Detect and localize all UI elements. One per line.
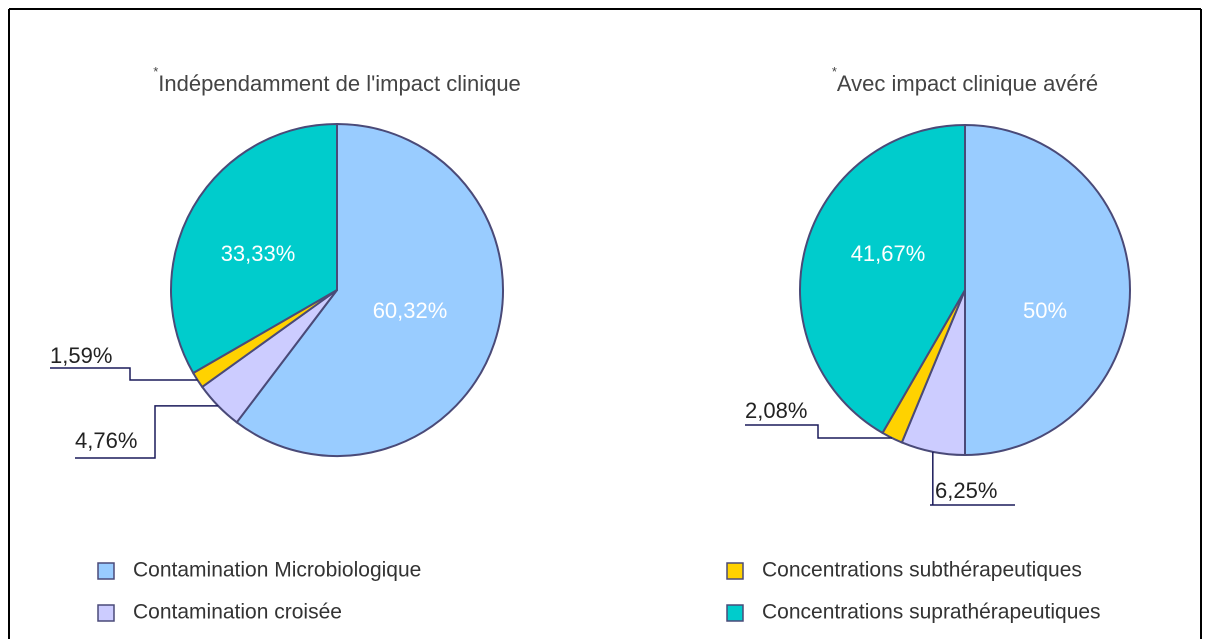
slice-label: 6,25% xyxy=(935,478,997,503)
pie-slice xyxy=(964,123,1131,457)
pie-slice xyxy=(799,123,966,435)
legend-swatch xyxy=(726,604,744,622)
pie-slice xyxy=(235,122,504,457)
leader-line xyxy=(75,405,219,459)
legend-label: Contamination Microbiologique xyxy=(133,559,421,582)
legend-label: Concentrations suprathérapeutiques xyxy=(762,601,1101,624)
slice-label: 4,76% xyxy=(75,428,137,453)
legend-swatch xyxy=(726,562,744,580)
title-text: Avec impact clinique avéré xyxy=(837,71,1098,96)
slice-label: 50% xyxy=(1023,298,1067,323)
slice-label: 60,32% xyxy=(373,298,448,323)
chart-title: *Indépendamment de l'impact clinique xyxy=(153,64,521,95)
leader-line xyxy=(50,367,198,381)
legend-label: Contamination croisée xyxy=(133,601,342,624)
slice-label: 1,59% xyxy=(50,343,112,368)
leader-line xyxy=(745,424,893,439)
title-note: * xyxy=(153,64,158,79)
legend-swatch xyxy=(97,604,115,622)
title-text: Indépendamment de l'impact clinique xyxy=(158,71,521,96)
pie-slice xyxy=(170,122,338,375)
chart-title: *Avec impact clinique avéré xyxy=(832,64,1098,95)
slice-label: 41,67% xyxy=(851,241,926,266)
slice-label: 33,33% xyxy=(221,241,296,266)
legend-label: Concentrations subthérapeutiques xyxy=(762,559,1082,582)
title-note: * xyxy=(832,64,837,79)
legend-swatch xyxy=(97,562,115,580)
slice-label: 2,08% xyxy=(745,398,807,423)
leader-line xyxy=(930,451,1015,506)
